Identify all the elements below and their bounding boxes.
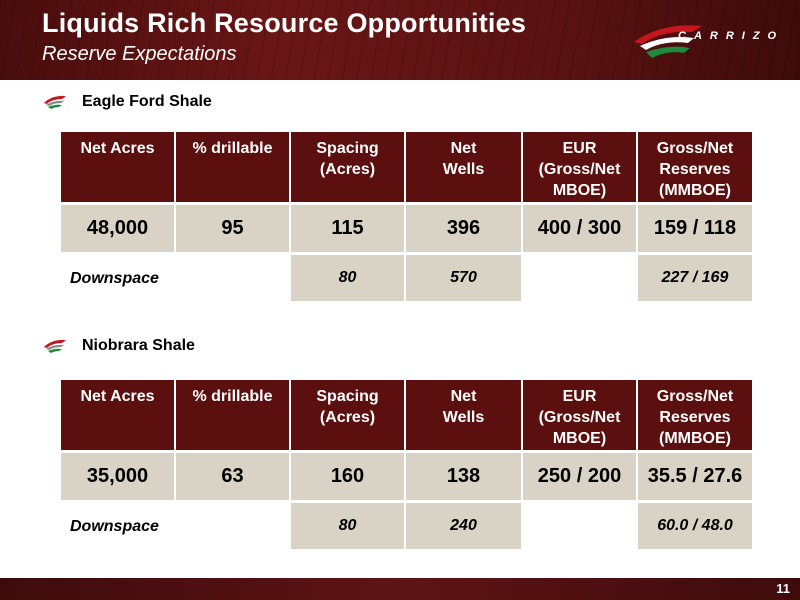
downspace-spacing: 80 <box>291 255 404 301</box>
header-drillable: % drillable <box>176 380 289 450</box>
header-drillable: % drillable <box>176 132 289 202</box>
value-net-wells: 396 <box>406 205 521 252</box>
title-banner: Liquids Rich Resource Opportunities Rese… <box>0 0 800 80</box>
value-net-acres: 48,000 <box>61 205 174 252</box>
header-spacing: Spacing (Acres) <box>291 132 404 202</box>
header-reserves: Gross/Net Reserves (MMBOE) <box>638 380 752 450</box>
downspace-reserves: 60.0 / 48.0 <box>638 503 752 549</box>
value-reserves: 35.5 / 27.6 <box>638 453 752 500</box>
value-spacing: 115 <box>291 205 404 252</box>
value-net-acres: 35,000 <box>61 453 174 500</box>
downspace-spacing: 80 <box>291 503 404 549</box>
header-eur: EUR (Gross/Net MBOE) <box>523 380 636 450</box>
carrizo-bullet-icon <box>44 95 66 109</box>
value-eur: 400 / 300 <box>523 205 636 252</box>
carrizo-logo <box>634 25 702 58</box>
page-title: Liquids Rich Resource Opportunities <box>42 8 527 38</box>
downspace-label: Downspace <box>70 518 159 535</box>
value-drillable: 63 <box>176 453 289 500</box>
header-net-acres: Net Acres <box>61 132 174 202</box>
value-eur: 250 / 200 <box>523 453 636 500</box>
downspace-wells: 570 <box>406 255 521 301</box>
value-net-wells: 138 <box>406 453 521 500</box>
header-net-acres: Net Acres <box>61 380 174 450</box>
section-title: Niobrara Shale <box>82 337 195 354</box>
downspace-wells: 240 <box>406 503 521 549</box>
footer-bar: 11 <box>0 578 800 600</box>
downspace-reserves: 227 / 169 <box>638 255 752 301</box>
header-reserves: Gross/Net Reserves (MMBOE) <box>638 132 752 202</box>
value-drillable: 95 <box>176 205 289 252</box>
value-spacing: 160 <box>291 453 404 500</box>
header-eur: EUR (Gross/Net MBOE) <box>523 132 636 202</box>
value-reserves: 159 / 118 <box>638 205 752 252</box>
logo-text: CARRIZO <box>678 30 785 42</box>
header-net-wells: Net Wells <box>406 380 521 450</box>
section-title: Eagle Ford Shale <box>82 93 212 110</box>
header-spacing: Spacing (Acres) <box>291 380 404 450</box>
downspace-label: Downspace <box>70 270 159 287</box>
page-number: 11 <box>776 581 790 596</box>
header-net-wells: Net Wells <box>406 132 521 202</box>
page-subtitle: Reserve Expectations <box>42 43 237 65</box>
carrizo-bullet-icon <box>44 339 66 353</box>
